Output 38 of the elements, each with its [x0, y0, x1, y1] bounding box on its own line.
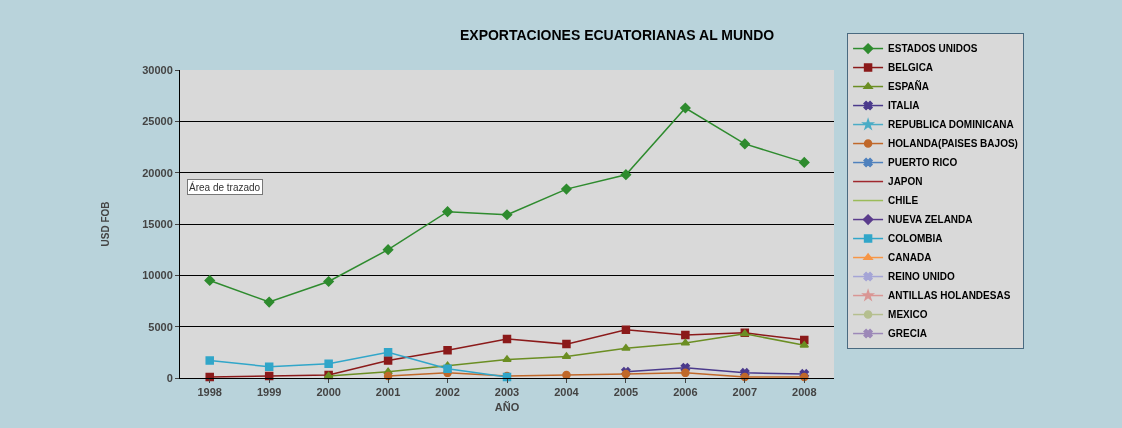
- x-tick-label: 1999: [256, 386, 282, 399]
- y-tick-label: 30000: [142, 63, 173, 76]
- legend-label: REPUBLICA DOMINICANA: [888, 119, 1014, 131]
- x-tick-label: 2008: [792, 386, 817, 399]
- y-tick-label: 0: [166, 371, 173, 384]
- x-tick-label: 2006: [673, 386, 698, 399]
- y-tick-label: 5000: [148, 320, 173, 333]
- x-tick-label: 2004: [554, 386, 580, 399]
- y-axis-title: USD FOB: [100, 201, 112, 247]
- x-tick-label: 2001: [375, 386, 401, 399]
- legend-label: JAPON: [888, 176, 923, 188]
- legend-label: GRECIA: [888, 328, 927, 340]
- y-tick-label: 10000: [142, 269, 173, 282]
- x-axis-title: AÑO: [494, 401, 520, 414]
- legend-label: CHILE: [888, 195, 919, 207]
- x-tick-label: 1998: [197, 386, 222, 399]
- legend-label: CANADA: [888, 252, 932, 264]
- chart-title: EXPORTACIONES ECUATORIANAS AL MUNDO: [459, 26, 775, 43]
- legend-label: HOLANDA(PAISES BAJOS): [888, 138, 1018, 150]
- legend-label: BELGICA: [888, 62, 934, 74]
- x-tick-label: 2003: [494, 386, 520, 399]
- x-tick-label: 2000: [316, 386, 341, 399]
- legend-label: REINO UNIDO: [888, 271, 955, 283]
- legend-label: MEXICO: [888, 309, 928, 321]
- legend-label: NUEVA ZELANDA: [888, 214, 973, 226]
- annotation: Área de trazado: [189, 181, 261, 193]
- y-tick-label: 15000: [142, 217, 173, 230]
- y-tick-label: 25000: [142, 115, 173, 128]
- x-tick-label: 2005: [613, 386, 639, 399]
- x-tick-label: 2002: [435, 386, 460, 399]
- legend-label: ITALIA: [888, 100, 920, 112]
- legend-label: PUERTO RICO: [888, 157, 958, 169]
- legend-label: ANTILLAS HOLANDESAS: [888, 290, 1011, 302]
- legend-label: COLOMBIA: [888, 233, 943, 245]
- legend-label: ESPAÑA: [888, 80, 930, 93]
- legend-label: ESTADOS UNIDOS: [888, 43, 978, 55]
- x-tick-label: 2007: [732, 386, 758, 399]
- y-tick-label: 20000: [142, 166, 173, 179]
